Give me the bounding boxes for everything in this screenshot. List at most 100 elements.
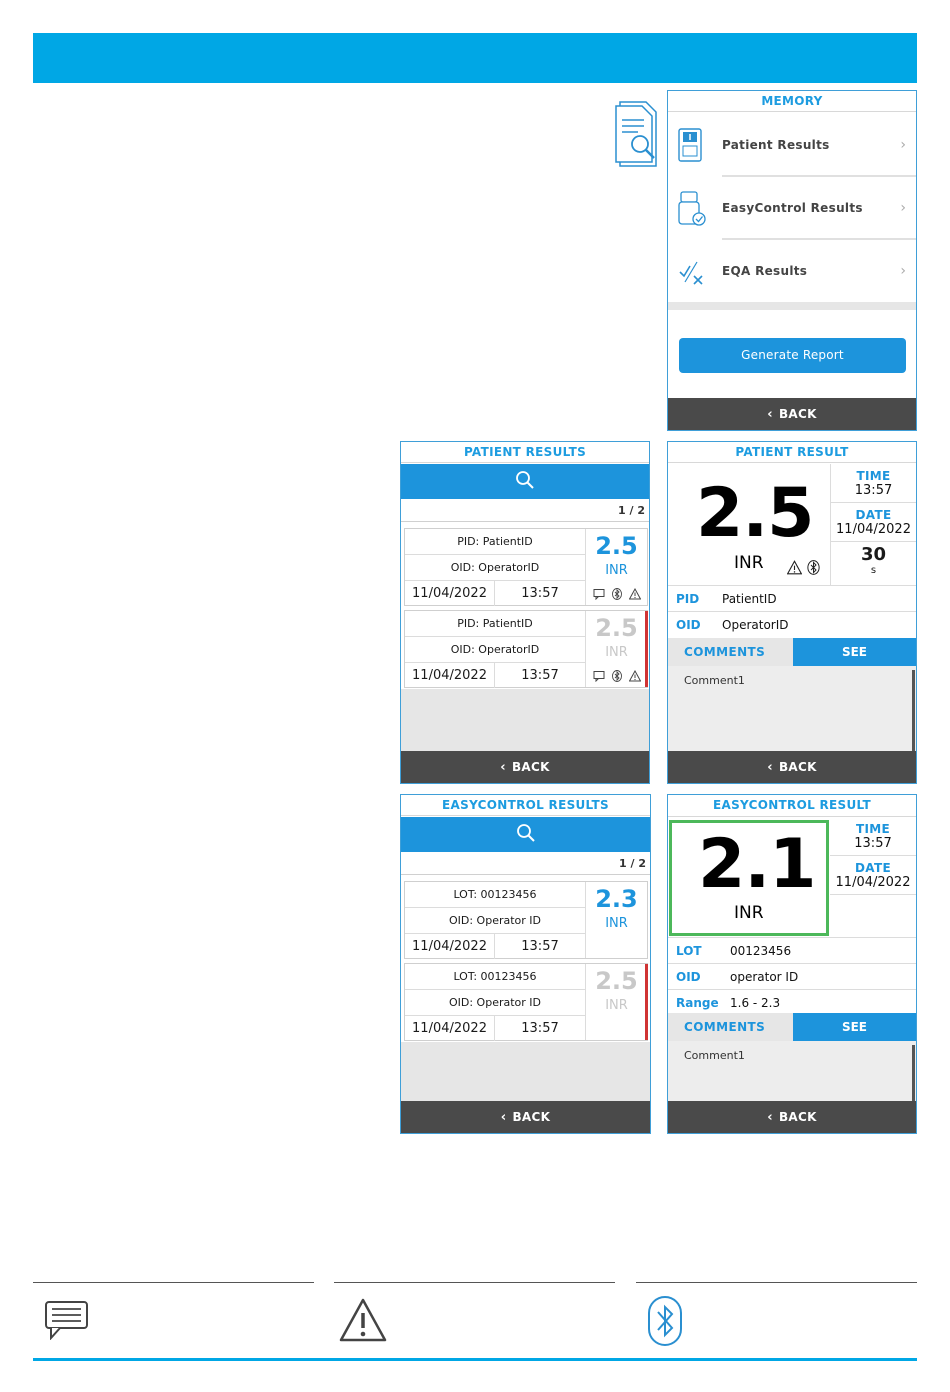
back-button[interactable]: ‹ BACK <box>401 1101 650 1133</box>
easycontrol-results-screen: EASYCONTROL RESULTS 1 / 2 LOT: 00123456 … <box>400 794 651 1134</box>
inr-value: 2.3 <box>595 885 638 913</box>
patient-results-icon <box>677 128 707 164</box>
divider <box>401 874 650 875</box>
date-label: DATE <box>855 861 891 875</box>
operator-id: OID: Operator ID <box>405 908 585 934</box>
comment-icon <box>44 1300 90 1344</box>
divider <box>668 302 916 310</box>
back-label: BACK <box>778 407 817 421</box>
memory-item-label: EQA Results <box>722 264 808 278</box>
inr-value: 2.5 <box>696 474 814 553</box>
inr-value: 2.5 <box>595 532 638 560</box>
back-label: BACK <box>778 760 817 774</box>
divider <box>636 1282 917 1283</box>
inr-unit: INR <box>605 563 628 578</box>
lot-number: LOT: 00123456 <box>405 882 585 908</box>
patient-results-screen: PATIENT RESULTS 1 / 2 PID: PatientID OID… <box>400 441 650 784</box>
scrollbar[interactable] <box>912 670 915 751</box>
memory-item-eqa-results[interactable]: EQA Results › <box>668 240 916 302</box>
lot-label: LOT <box>676 944 702 958</box>
chevron-left-icon: ‹ <box>767 406 773 422</box>
back-button[interactable]: ‹ BACK <box>668 751 916 783</box>
patient-id: PID: PatientID <box>405 529 585 555</box>
chevron-left-icon: ‹ <box>500 759 506 775</box>
comment-icon <box>593 667 605 686</box>
easycontrol-result-title: EASYCONTROL RESULT <box>668 795 916 817</box>
search-icon <box>515 470 535 494</box>
result-date: 11/04/2022 <box>405 663 495 688</box>
warning-icon <box>628 667 642 686</box>
result-date: 11/04/2022 <box>836 522 911 537</box>
divider <box>334 1282 615 1283</box>
comment-box: Comment1 <box>668 1041 916 1101</box>
see-button[interactable]: SEE <box>793 638 916 666</box>
chevron-left-icon: ‹ <box>767 1109 773 1125</box>
divider <box>33 1282 314 1283</box>
empty-list-area <box>401 689 649 751</box>
easycontrol-result-screen: EASYCONTROL RESULT 2.1 INR TIME 13:57 DA… <box>667 794 917 1134</box>
page-indicator: 1 / 2 <box>619 857 646 870</box>
list-item[interactable]: PID: PatientID OID: OperatorID 11/04/202… <box>404 528 648 606</box>
footer-rule <box>33 1358 917 1361</box>
bluetooth-icon <box>647 1295 683 1351</box>
generate-report-button[interactable]: Generate Report <box>679 338 906 373</box>
see-button[interactable]: SEE <box>793 1013 916 1041</box>
lot-number: LOT: 00123456 <box>405 964 585 990</box>
divider <box>401 521 649 522</box>
page-indicator: 1 / 2 <box>618 504 645 517</box>
inr-unit: INR <box>605 916 628 931</box>
list-item[interactable]: PID: PatientID OID: OperatorID 11/04/202… <box>404 610 648 688</box>
comment-text: Comment1 <box>684 1049 745 1062</box>
scrollbar[interactable] <box>912 1045 915 1101</box>
result-date: 11/04/2022 <box>835 875 911 890</box>
operator-id: OID: OperatorID <box>405 555 585 581</box>
comment-text: Comment1 <box>684 674 745 687</box>
back-button[interactable]: ‹ BACK <box>401 751 649 783</box>
oid-label: OID <box>676 970 701 984</box>
chevron-right-icon: › <box>900 137 906 153</box>
inr-unit: INR <box>734 553 764 573</box>
result-time: 13:57 <box>854 483 893 498</box>
operator-id: OID: OperatorID <box>405 637 585 663</box>
list-item[interactable]: LOT: 00123456 OID: Operator ID 11/04/202… <box>404 881 648 959</box>
search-button[interactable] <box>401 817 650 852</box>
date-label: DATE <box>855 508 892 522</box>
pid-label: PID <box>676 592 700 606</box>
search-icon <box>516 823 536 847</box>
search-button[interactable] <box>401 464 649 499</box>
result-date: 11/04/2022 <box>405 934 495 959</box>
memory-item-easycontrol-results[interactable]: EasyControl Results › <box>668 177 916 239</box>
easycontrol-results-title: EASYCONTROL RESULTS <box>401 795 650 816</box>
status-flag <box>645 964 648 1040</box>
range-label: Range <box>676 996 719 1010</box>
chevron-left-icon: ‹ <box>767 759 773 775</box>
time-label: TIME <box>856 822 890 836</box>
divider <box>722 175 916 177</box>
chevron-right-icon: › <box>900 263 906 279</box>
back-button[interactable]: ‹ BACK <box>668 398 916 430</box>
result-time: 13:57 <box>521 586 559 601</box>
operator-id: operator ID <box>730 970 799 984</box>
divider <box>585 882 586 958</box>
back-button[interactable]: ‹ BACK <box>668 1101 916 1133</box>
operator-id: OperatorID <box>722 618 789 632</box>
list-item[interactable]: LOT: 00123456 OID: Operator ID 11/04/202… <box>404 963 648 1041</box>
comments-tab[interactable]: COMMENTS <box>668 638 793 666</box>
memory-title: MEMORY <box>668 91 916 112</box>
control-range: 1.6 - 2.3 <box>730 996 781 1010</box>
lot-number: 00123456 <box>730 944 792 958</box>
inr-unit: INR <box>734 903 764 923</box>
divider <box>722 238 916 240</box>
chevron-left-icon: ‹ <box>500 1109 507 1125</box>
inr-unit: INR <box>605 998 628 1013</box>
chevron-right-icon: › <box>900 200 906 216</box>
bluetooth-icon <box>611 667 623 686</box>
comments-tab[interactable]: COMMENTS <box>668 1013 793 1041</box>
control-ok-frame <box>669 820 829 936</box>
memory-screen: MEMORY Patient Results › EasyControl Res… <box>667 90 917 431</box>
warning-icon <box>786 560 803 579</box>
empty-list-area <box>401 1042 650 1101</box>
memory-item-patient-results[interactable]: Patient Results › <box>668 114 916 176</box>
test-duration: 30 <box>860 544 887 565</box>
inr-value: 2.5 <box>595 614 638 642</box>
